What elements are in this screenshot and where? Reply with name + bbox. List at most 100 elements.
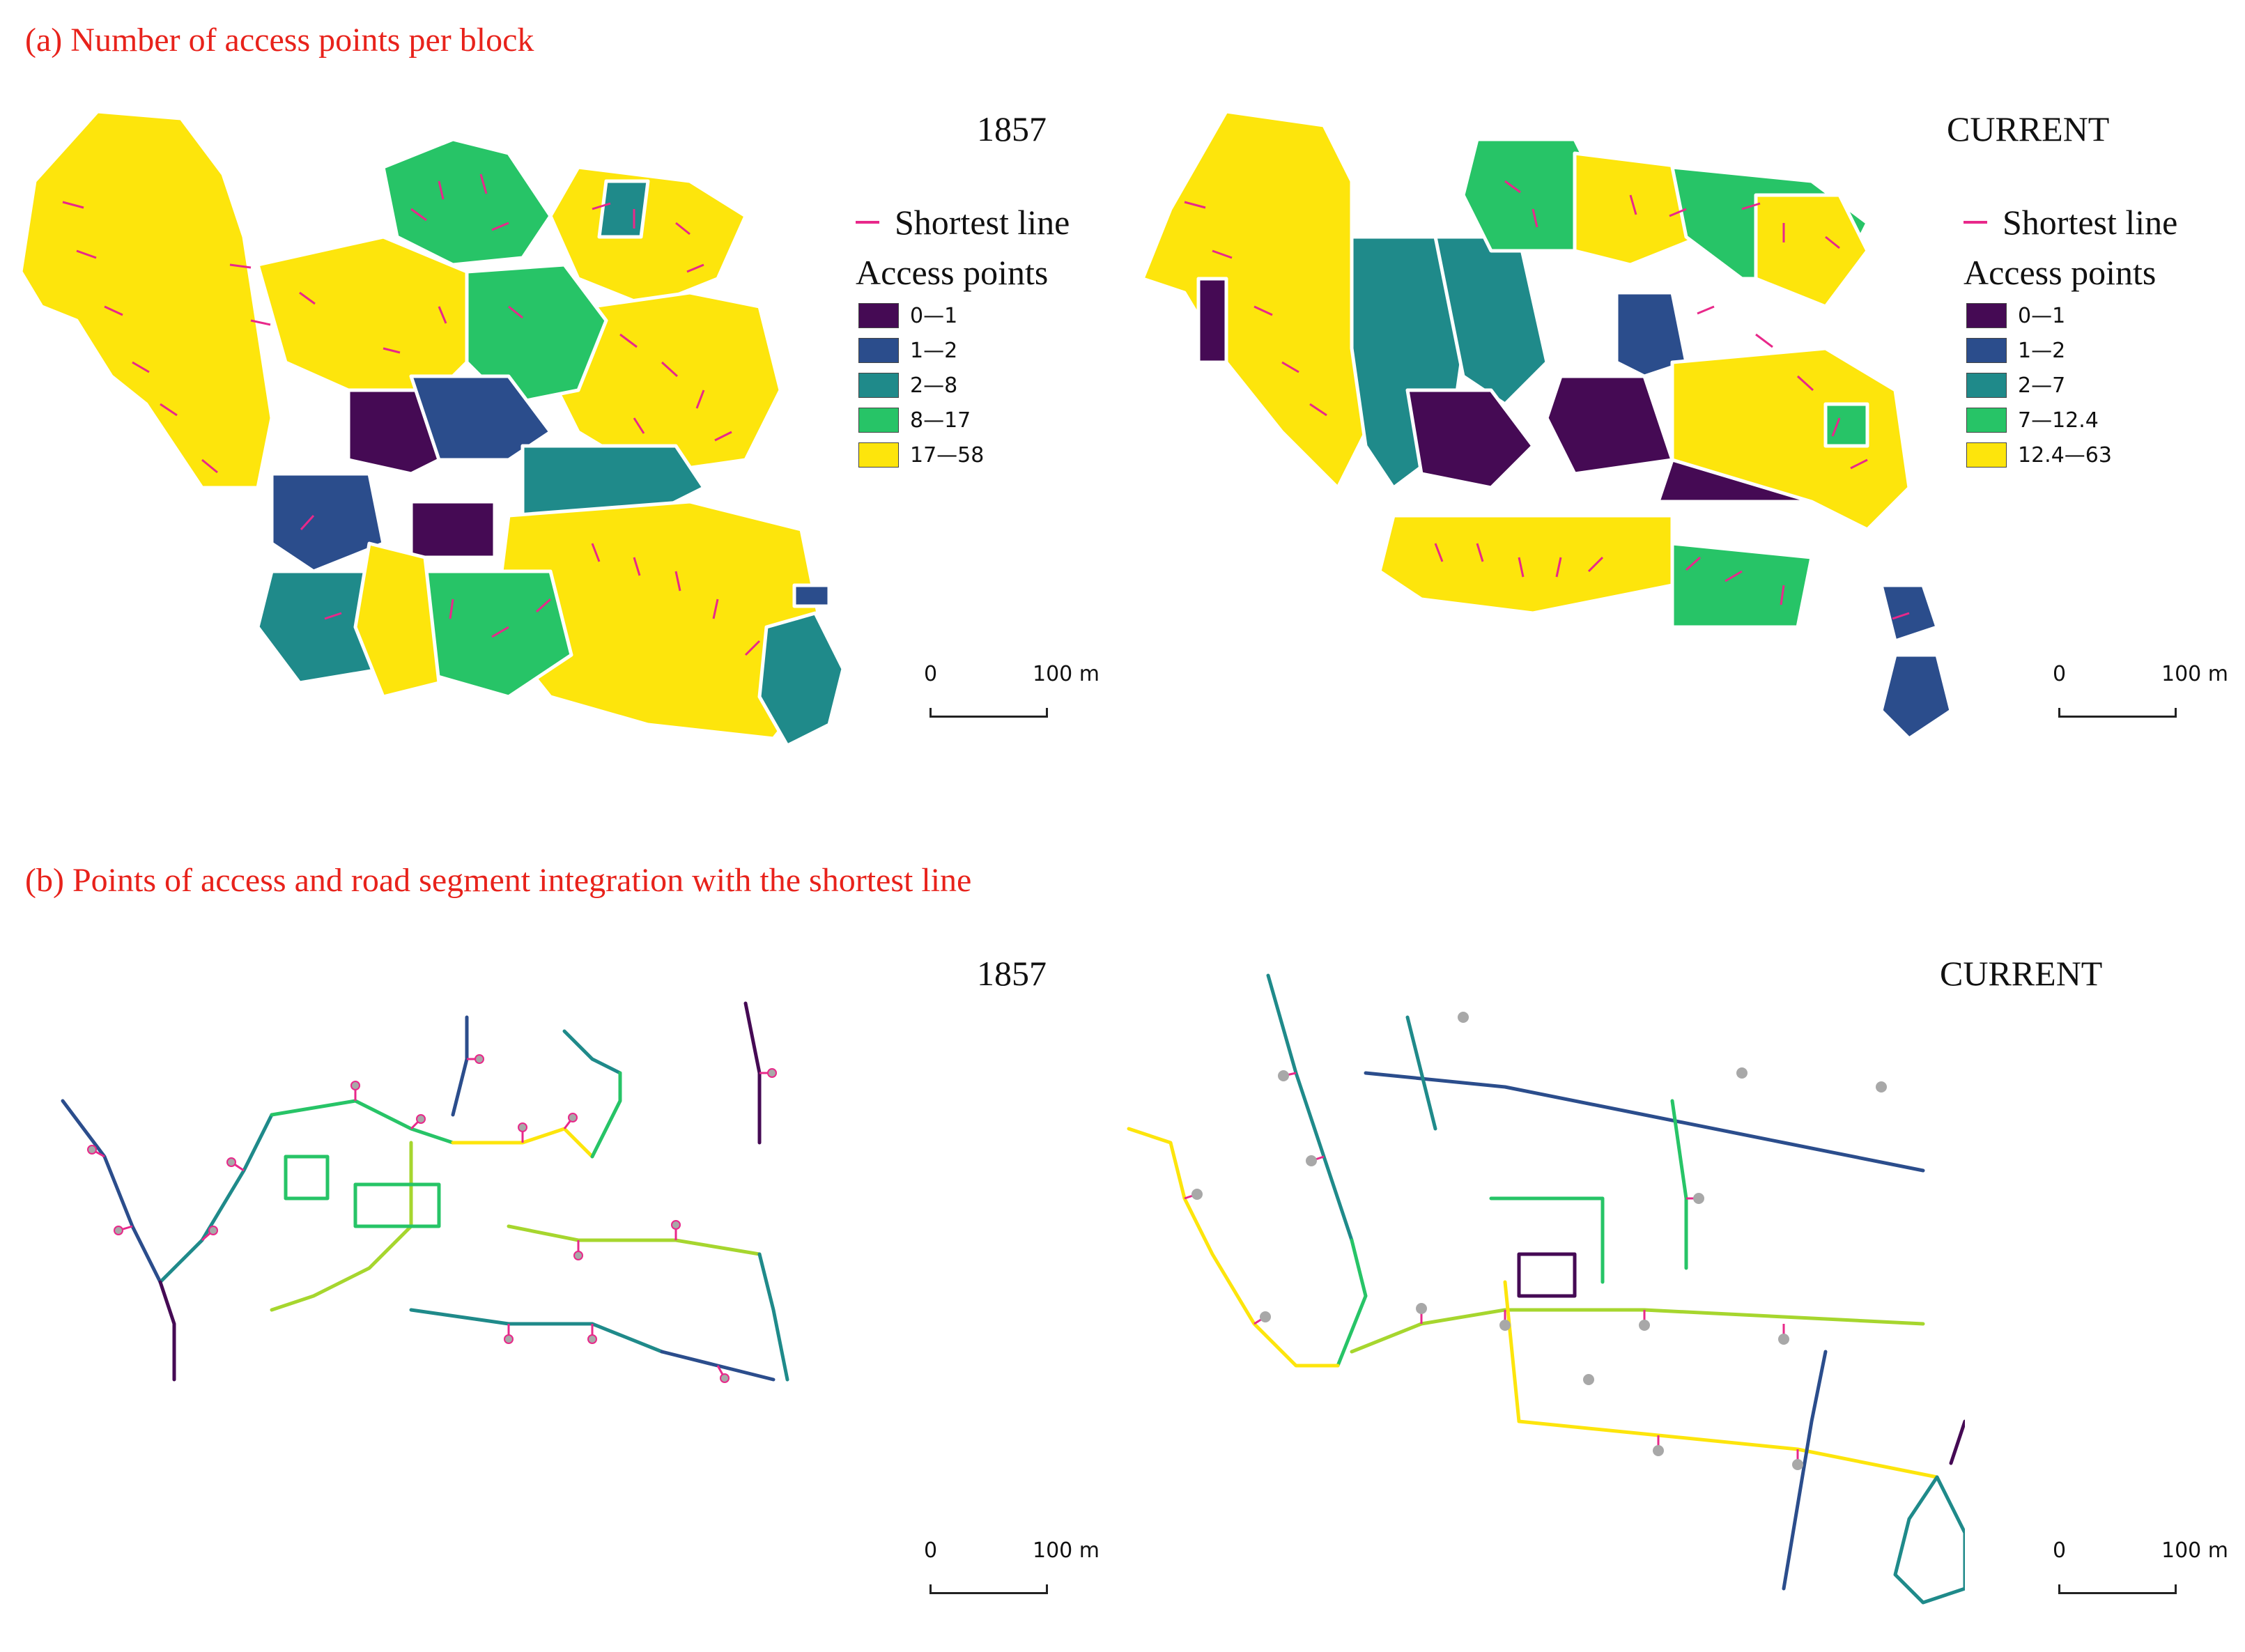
road-segment: [353, 1182, 441, 1228]
road-segment: [1364, 1071, 1925, 1173]
legend-class: 17—58: [858, 438, 1070, 472]
legend-class: 7—12.4: [1966, 403, 2177, 438]
shortest-lines: [1184, 1072, 1799, 1465]
scale-zero-label: 0: [2053, 1538, 2067, 1563]
map-a1-legend: Shortest line Access points 0—1 1—2 2—8 …: [856, 198, 1070, 472]
panel-b-title: (b) Points of access and road segment in…: [25, 862, 972, 899]
road-segment: [1266, 973, 1354, 1242]
legend-class: 1—2: [858, 333, 1070, 368]
legend-class-label: 2—8: [910, 373, 958, 398]
road-segment: [1350, 1308, 1925, 1354]
legend-class-label: 0—1: [910, 303, 958, 328]
map-a2-blocks-current: [1143, 109, 1953, 741]
legend-class: 0—1: [858, 298, 1070, 333]
road-segment: [61, 1099, 162, 1284]
block-yellow-south: [1378, 514, 1674, 615]
access-points: [1191, 1012, 1887, 1470]
road-segment: [1670, 1099, 1688, 1270]
legend-class-label: 2—7: [2018, 373, 2066, 398]
road-segment: [1336, 1238, 1368, 1368]
block-green-center: [465, 263, 608, 406]
block-blue-bottom-se: [1879, 653, 1953, 741]
block-purple-west: [1196, 277, 1228, 364]
scale-bar-line: [2058, 708, 2177, 718]
road-segment: [1517, 1252, 1577, 1298]
road-segment: [562, 1029, 622, 1075]
road-segment: [1405, 1015, 1437, 1131]
road-segment: [1782, 1350, 1828, 1591]
access-points: [87, 1054, 777, 1383]
block-purple-south: [409, 500, 497, 559]
legend-swatch: [1966, 338, 2007, 363]
road-segment: [1127, 1127, 1340, 1368]
block-purple-arc: [1405, 388, 1535, 490]
block-blue-core: [1614, 291, 1688, 378]
legend-swatch: [858, 303, 899, 328]
legend-swatch: [858, 373, 899, 398]
legend-class: 1—2: [1966, 333, 2177, 368]
legend-class-label: 1—2: [2018, 338, 2066, 363]
scale-bar-line: [2058, 1584, 2177, 1594]
block-purple-core: [1545, 374, 1674, 476]
road-segment: [409, 1308, 664, 1354]
road-segment: [743, 1001, 762, 1145]
legend-line-label: Shortest line: [895, 203, 1070, 242]
scale-distance-label: 100 m: [2161, 1538, 2229, 1563]
scale-zero-label: 0: [2053, 662, 2067, 686]
map-a1-blocks-1857: [21, 109, 845, 748]
map-b2-network-current: [1127, 973, 1965, 1605]
block-yellow-west: [1143, 109, 1368, 490]
road-segment: [590, 1071, 622, 1159]
legend-heading: Access points: [1964, 253, 2157, 292]
block-yellow-east: [1670, 346, 1911, 532]
road-segment: [270, 1099, 455, 1145]
legend-heading: Access points: [856, 253, 1049, 292]
block-yellow-north: [1573, 151, 1702, 267]
road-segment: [1949, 1419, 1965, 1465]
scale-distance-label: 100 m: [2161, 662, 2229, 686]
legend-class: 2—7: [1966, 368, 2177, 403]
legend-shortest-line: Shortest line: [856, 198, 1070, 247]
legend-swatch: [1966, 373, 2007, 398]
legend-class-label: 1—2: [910, 338, 958, 363]
map-a2-legend: Shortest line Access points 0—1 1—2 2—7 …: [1964, 198, 2177, 472]
legend-class-label: 8—17: [910, 408, 971, 433]
scale-zero-label: 0: [924, 662, 938, 686]
road-segment: [451, 1127, 594, 1159]
block-yellow-sw: [353, 541, 441, 699]
road-segment: [507, 1224, 762, 1256]
map-a1-year-label: 1857: [977, 109, 1047, 148]
scale-zero-label: 0: [924, 1538, 938, 1563]
legend-class-label: 0—1: [2018, 303, 2066, 328]
legend-swatch: [858, 408, 899, 433]
map-b1-network-1857: [61, 1001, 789, 1383]
block-green-se: [1670, 541, 1814, 629]
map-b1-year-label: 1857: [977, 954, 1047, 993]
legend-swatch: [1966, 408, 2007, 433]
map-b2-year-label: CURRENT: [1940, 954, 2103, 993]
legend-class: 0—1: [1966, 298, 2177, 333]
block-teal-ne: [597, 179, 650, 239]
road-segment: [1893, 1475, 1965, 1605]
road-segment: [757, 1252, 789, 1382]
legend-swatch: [1966, 442, 2007, 468]
legend-class: 12.4—63: [1966, 438, 2177, 472]
legend-swatch: [858, 338, 899, 363]
legend-shortest-line: Shortest line: [1964, 198, 2177, 247]
block-green-east: [1823, 402, 1869, 448]
block-teal-south: [256, 569, 385, 685]
road-segment: [158, 1113, 274, 1284]
block-blue-south: [270, 472, 385, 573]
shortest-lines: [62, 173, 761, 656]
map-a2-year-label: CURRENT: [1947, 109, 2110, 148]
legend-swatch: [858, 442, 899, 468]
legend-class-label: 7—12.4: [2018, 408, 2099, 433]
block-blue-far-se: [792, 583, 831, 608]
road-segment: [451, 1015, 469, 1117]
legend-line-label: Shortest line: [2003, 203, 2178, 242]
block-yellow-west: [21, 109, 274, 490]
scale-distance-label: 100 m: [1033, 662, 1100, 686]
block-teal-far-se: [757, 611, 845, 748]
scale-distance-label: 100 m: [1033, 1538, 1100, 1563]
legend-swatch: [1966, 303, 2007, 328]
